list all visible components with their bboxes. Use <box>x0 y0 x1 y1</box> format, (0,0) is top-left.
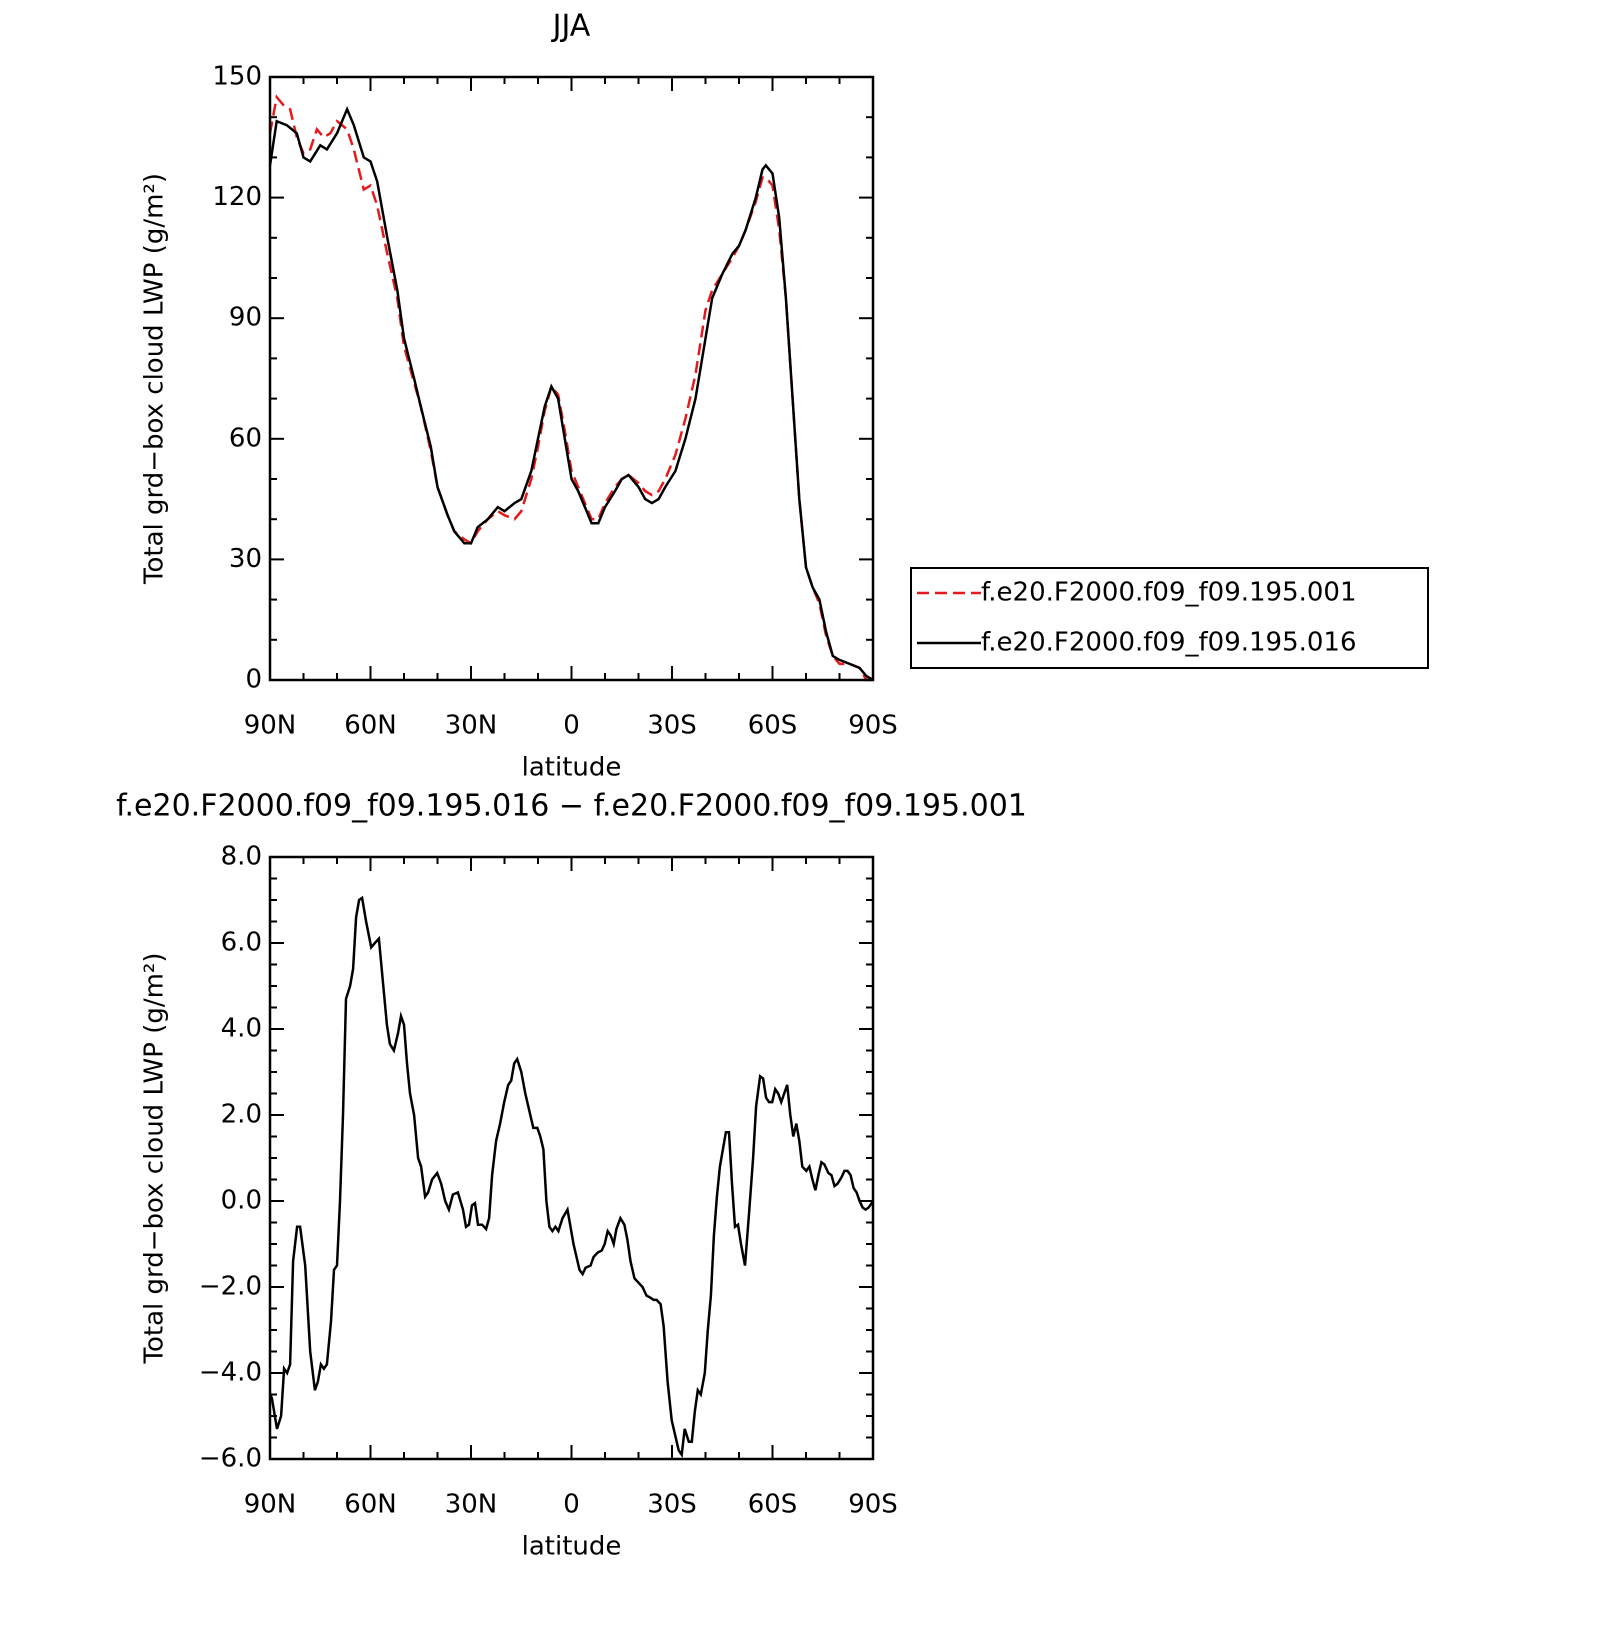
x-tick-label: 90S <box>848 711 898 741</box>
y-tick-label: −6.0 <box>199 1444 262 1474</box>
x-tick-label: 30S <box>647 711 697 741</box>
x-tick-label: 60S <box>748 1490 798 1520</box>
legend-box <box>910 567 1429 669</box>
y-tick-label: 6.0 <box>221 928 262 958</box>
plot-frame <box>268 75 875 682</box>
x-tick-label: 0 <box>563 1490 580 1520</box>
legend-label: f.e20.F2000.f09_f09.195.001 <box>981 578 1357 608</box>
plot-frame <box>268 855 875 1461</box>
data-line <box>268 895 875 1459</box>
x-tick-label: 90S <box>848 1490 898 1520</box>
x-tick-label: 0 <box>563 711 580 741</box>
x-axis-label: latitude <box>522 1532 622 1562</box>
data-line <box>268 94 873 682</box>
x-tick-label: 90N <box>244 711 297 741</box>
x-tick-label: 60S <box>748 711 798 741</box>
y-tick-label: 0 <box>245 665 262 695</box>
x-tick-label: 60N <box>344 711 397 741</box>
y-tick-label: 90 <box>229 303 262 333</box>
y-tick-label: 0.0 <box>221 1186 262 1216</box>
chart-title: JJA <box>551 9 591 44</box>
y-tick-label: 150 <box>212 62 262 92</box>
y-tick-label: 60 <box>229 423 262 453</box>
y-tick-label: 8.0 <box>221 842 262 872</box>
y-axis-label: Total grd−box cloud LWP (g/m²) <box>140 953 170 1365</box>
chart-title: f.e20.F2000.f09_f09.195.016 − f.e20.F200… <box>116 789 1027 824</box>
x-tick-label: 90N <box>244 1490 297 1520</box>
x-tick-label: 30N <box>445 711 498 741</box>
x-tick-label: 30S <box>647 1490 697 1520</box>
y-tick-label: 4.0 <box>221 1014 262 1044</box>
x-axis-label: latitude <box>522 753 622 783</box>
x-tick-label: 30N <box>445 1490 498 1520</box>
y-tick-label: −4.0 <box>199 1358 262 1388</box>
y-axis-label: Total grd−box cloud LWP (g/m²) <box>140 173 170 585</box>
data-line <box>268 105 874 682</box>
y-tick-label: 2.0 <box>221 1100 262 1130</box>
y-tick-label: 30 <box>229 544 262 574</box>
y-tick-label: −2.0 <box>199 1272 262 1302</box>
legend-label: f.e20.F2000.f09_f09.195.016 <box>981 628 1357 658</box>
x-tick-label: 60N <box>344 1490 397 1520</box>
y-tick-label: 120 <box>212 182 262 212</box>
